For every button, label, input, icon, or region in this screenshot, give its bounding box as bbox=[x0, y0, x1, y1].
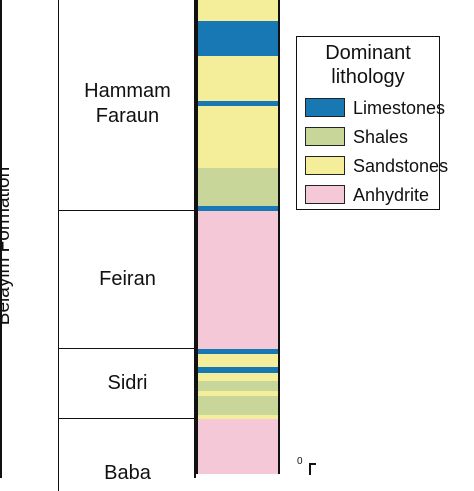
anhydrite-swatch bbox=[305, 185, 345, 204]
sandstones-swatch bbox=[305, 156, 345, 175]
member-sidri: Sidri bbox=[58, 349, 196, 419]
member-label-line: Faraun bbox=[95, 105, 160, 127]
sandstone-layer bbox=[198, 354, 278, 367]
limestone-layer bbox=[198, 101, 278, 106]
member-feiran: Feiran bbox=[58, 211, 196, 349]
scale-bar bbox=[309, 463, 316, 475]
limestone-layer bbox=[198, 206, 278, 211]
limestone-layer bbox=[198, 349, 278, 354]
member-label-line: Hammam bbox=[84, 80, 171, 102]
member-hammam-faraun: Hammam Faraun bbox=[58, 0, 196, 211]
shale-layer bbox=[198, 396, 278, 415]
limestone-layer bbox=[198, 367, 278, 373]
limestone-layer bbox=[198, 21, 278, 56]
anhydrite-layer bbox=[198, 419, 278, 474]
shale-layer bbox=[198, 168, 278, 206]
sandstone-layer bbox=[198, 0, 278, 21]
member-label: Sidri bbox=[107, 372, 148, 394]
legend-title: Dominant lithology bbox=[325, 42, 411, 88]
sandstone-layer bbox=[198, 56, 278, 101]
limestones-swatch bbox=[305, 98, 345, 117]
formation-column: Belayim Formation bbox=[0, 0, 196, 478]
legend-label: Shales bbox=[353, 127, 409, 147]
sandstone-layer bbox=[198, 391, 278, 396]
lithology-legend: Dominant lithology Limestones Shales San… bbox=[296, 36, 448, 210]
scale-zero-label: 0 bbox=[297, 456, 303, 467]
anhydrite-layer bbox=[198, 211, 278, 349]
legend-label: Sandstones bbox=[353, 156, 449, 176]
shale-layer bbox=[198, 381, 278, 391]
lithology-column bbox=[196, 0, 280, 474]
member-baba: Baba bbox=[58, 419, 196, 491]
sandstone-layer bbox=[198, 415, 278, 419]
sandstone-layer bbox=[198, 106, 278, 168]
sandstone-layer bbox=[198, 373, 278, 381]
member-label: Feiran bbox=[99, 268, 156, 290]
member-label: Baba bbox=[104, 462, 151, 484]
shales-swatch bbox=[305, 127, 345, 146]
legend-label: Limestones bbox=[353, 98, 446, 118]
legend-label: Anhydrite bbox=[353, 185, 430, 205]
